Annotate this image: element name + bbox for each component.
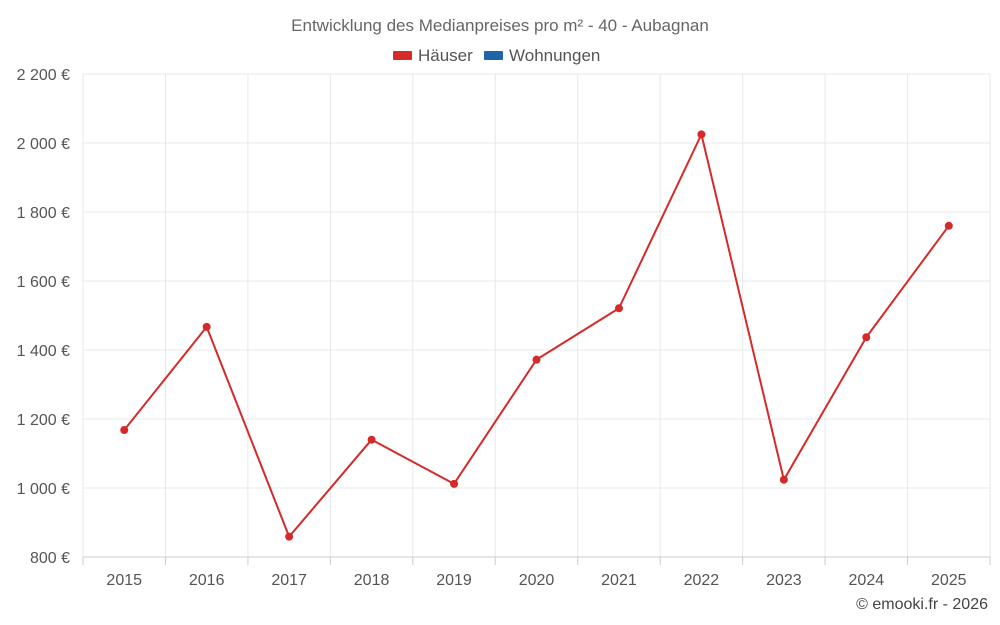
data-point[interactable] xyxy=(532,355,541,364)
x-tick-label: 2022 xyxy=(684,572,720,589)
x-tick-label: 2024 xyxy=(849,572,885,589)
x-tick-label: 2016 xyxy=(189,572,225,589)
x-tick-label: 2021 xyxy=(601,572,637,589)
grid xyxy=(82,73,991,557)
credit-text: © emooki.fr - 2026 xyxy=(856,596,988,613)
x-tick-label: 2023 xyxy=(766,572,802,589)
data-point[interactable] xyxy=(285,532,294,541)
data-point[interactable] xyxy=(697,130,706,139)
x-tick-label: 2017 xyxy=(271,572,307,589)
chart-title: Entwicklung des Medianpreises pro m² - 4… xyxy=(291,16,709,35)
legend-label-haeuser: Häuser xyxy=(418,46,473,65)
legend-swatch-haeuser xyxy=(393,51,412,60)
data-point[interactable] xyxy=(120,426,129,435)
data-point[interactable] xyxy=(450,479,459,488)
y-tick-label: 1 600 € xyxy=(17,274,70,291)
axes: 800 € 1 000 € 1 200 € 1 400 € 1 600 € 1 800 €… xyxy=(17,67,991,589)
y-tick-label: 2 200 € xyxy=(17,67,70,84)
data-point[interactable] xyxy=(944,221,953,230)
y-tick-label: 1 000 € xyxy=(17,481,70,498)
legend-label-wohnungen: Wohnungen xyxy=(509,46,600,65)
y-tick-label: 1 400 € xyxy=(17,343,70,360)
x-tick-label: 2018 xyxy=(354,572,390,589)
y-tick-label: 1 200 € xyxy=(17,412,70,429)
y-tick-label: 800 € xyxy=(30,550,70,567)
data-point[interactable] xyxy=(614,304,623,313)
legend-item-wohnungen[interactable]: Wohnungen xyxy=(484,46,600,65)
data-point[interactable] xyxy=(367,435,376,444)
y-tick-label: 1 800 € xyxy=(17,205,70,222)
x-tick-label: 2015 xyxy=(106,572,142,589)
data-point[interactable] xyxy=(862,333,871,342)
legend-swatch-wohnungen xyxy=(484,51,503,60)
legend: Häuser Wohnungen xyxy=(393,46,600,65)
x-tick-label: 2025 xyxy=(931,572,967,589)
legend-item-haeuser[interactable]: Häuser xyxy=(393,46,473,65)
data-point[interactable] xyxy=(202,322,211,331)
y-tick-label: 2 000 € xyxy=(17,136,70,153)
x-tick-label: 2020 xyxy=(519,572,555,589)
data-point[interactable] xyxy=(779,475,788,484)
series xyxy=(120,130,953,541)
x-tick-label: 2019 xyxy=(436,572,472,589)
